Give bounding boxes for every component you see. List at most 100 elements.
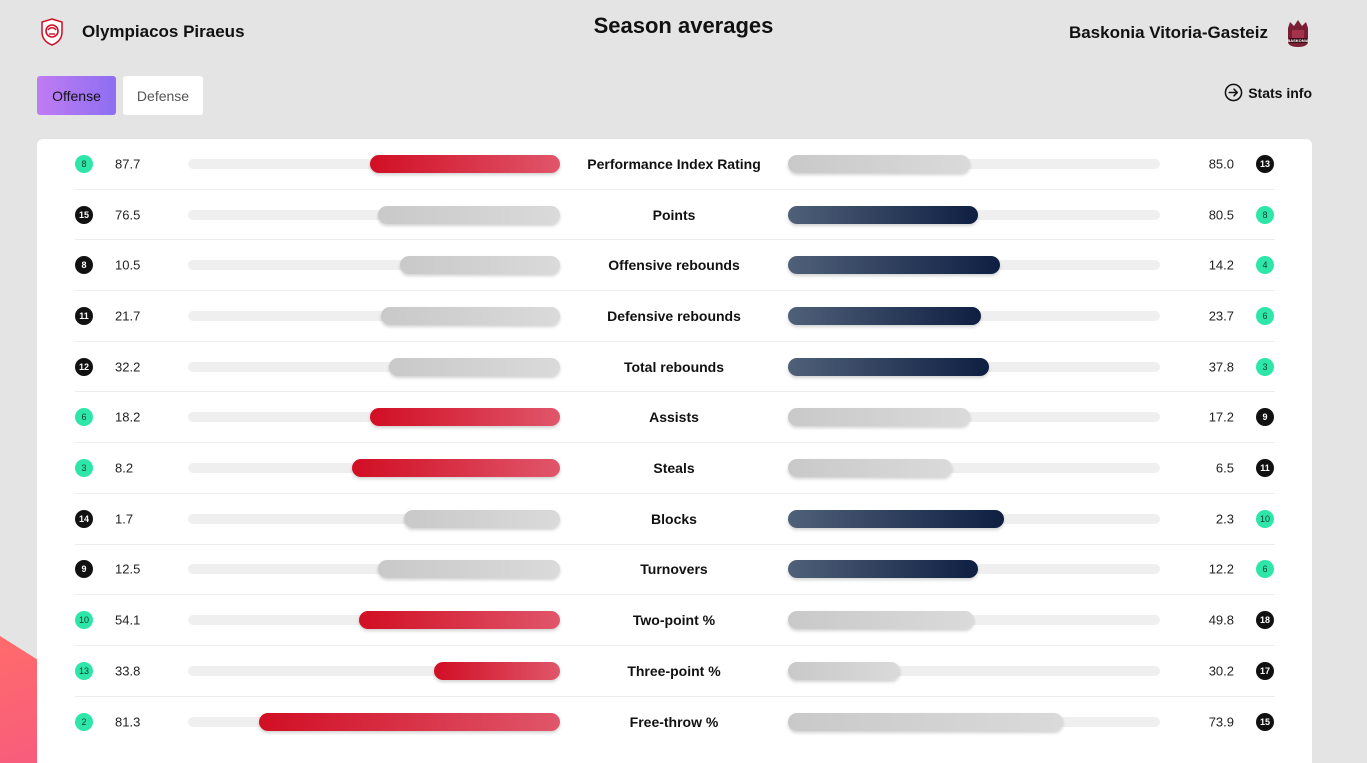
home-bar-fill: [377, 205, 560, 224]
away-rank-badge: 13: [1256, 154, 1274, 173]
stat-row: 6 18.2 Assists 17.2 9: [75, 393, 1275, 444]
away-rank-badge: 9: [1256, 408, 1274, 427]
away-rank-badge: 8: [1256, 205, 1274, 224]
away-stat-value: 17.2: [1208, 409, 1234, 425]
header: Olympiacos Piraeus Season averages Basko…: [0, 0, 1367, 70]
home-rank-badge: 14: [75, 509, 93, 528]
stat-label: Three-point %: [627, 662, 721, 679]
stat-label: Offensive rebounds: [608, 257, 740, 274]
home-rank-badge: 3: [75, 459, 93, 478]
home-rank-badge: 12: [75, 357, 93, 376]
arrow-circle-right-icon: [1224, 83, 1243, 102]
away-bar-fill: [788, 459, 952, 478]
olympiacos-logo-icon: [40, 18, 64, 46]
home-bar-track: [188, 256, 560, 275]
home-bar-track: [188, 713, 560, 732]
home-rank-badge: 11: [75, 306, 93, 325]
away-stat-value: 30.2: [1208, 663, 1234, 679]
home-rank-badge: 15: [75, 205, 93, 224]
home-rank-badge: 2: [75, 713, 93, 732]
away-bar-fill: [788, 408, 971, 427]
away-stat-value: 37.8: [1208, 359, 1234, 375]
home-bar-track: [188, 408, 560, 427]
stat-row: 2 81.3 Free-throw % 73.9 15: [75, 697, 1275, 748]
home-rank-badge: 9: [75, 560, 93, 579]
baskonia-logo-icon: BASKONIA: [1284, 18, 1312, 48]
home-bar-fill: [359, 611, 560, 630]
stat-row: 10 54.1 Two-point % 49.8 18: [75, 595, 1275, 646]
home-bar-track: [188, 205, 560, 224]
stat-label: Steals: [653, 460, 695, 477]
home-stat-value: 32.2: [115, 359, 141, 375]
home-stat-value: 10.5: [115, 257, 141, 273]
away-bar-fill: [788, 306, 982, 325]
away-stat-value: 49.8: [1208, 612, 1234, 628]
home-stat-value: 12.5: [115, 561, 141, 577]
away-stat-value: 85.0: [1208, 156, 1234, 172]
stat-label: Free-throw %: [629, 714, 719, 731]
home-stat-value: 76.5: [115, 207, 141, 223]
home-bar-track: [188, 154, 560, 173]
away-stat-value: 12.2: [1208, 561, 1234, 577]
away-bar-track: [788, 357, 1160, 376]
home-stat-value: 21.7: [115, 308, 141, 324]
home-rank-badge: 6: [75, 408, 93, 427]
away-rank-badge: 10: [1256, 509, 1274, 528]
away-rank-badge: 6: [1256, 306, 1274, 325]
stat-row: 14 1.7 Blocks 2.3 10: [75, 494, 1275, 545]
stat-label: Points: [652, 206, 696, 223]
home-bar-track: [188, 611, 560, 630]
away-stat-value: 23.7: [1208, 308, 1234, 324]
baskonia-logo-text: BASKONIA: [1287, 38, 1308, 43]
stat-row: 11 21.7 Defensive rebounds 23.7 6: [75, 291, 1275, 342]
away-bar-fill: [788, 713, 1064, 732]
home-team[interactable]: Olympiacos Piraeus: [40, 18, 245, 46]
home-stat-value: 87.7: [115, 156, 141, 172]
stat-row: 8 10.5 Offensive rebounds 14.2 4: [75, 240, 1275, 292]
home-stat-value: 81.3: [115, 714, 141, 730]
away-rank-badge: 11: [1256, 459, 1274, 478]
away-team[interactable]: Baskonia Vitoria-Gasteiz BASKONIA: [1069, 18, 1312, 48]
stat-row: 13 33.8 Three-point % 30.2 17: [75, 646, 1275, 697]
away-bar-fill: [788, 509, 1004, 528]
away-bar-track: [788, 205, 1160, 224]
away-bar-fill: [788, 256, 1001, 275]
away-bar-fill: [788, 560, 978, 579]
away-bar-track: [788, 661, 1160, 680]
home-bar-fill: [400, 256, 560, 275]
home-team-name: Olympiacos Piraeus: [82, 22, 245, 41]
away-stat-value: 2.3: [1215, 511, 1234, 527]
away-bar-fill: [788, 154, 971, 173]
away-rank-badge: 18: [1256, 611, 1274, 630]
stat-row: 9 12.5 Turnovers 12.2 6: [75, 545, 1275, 596]
stat-label: Assists: [649, 409, 699, 426]
away-rank-badge: 6: [1256, 560, 1274, 579]
away-bar-track: [788, 611, 1160, 630]
home-stat-value: 54.1: [115, 612, 141, 628]
away-bar-track: [788, 154, 1160, 173]
stat-label: Total rebounds: [623, 358, 725, 375]
home-bar-fill: [433, 661, 560, 680]
stats-info-link[interactable]: Stats info: [1224, 83, 1312, 102]
tab-offense[interactable]: Offense: [37, 76, 116, 115]
stat-row: 12 32.2 Total rebounds 37.8 3: [75, 342, 1275, 393]
away-bar-track: [788, 459, 1160, 478]
home-bar-fill: [351, 459, 560, 478]
home-bar-track: [188, 306, 560, 325]
stat-label: Defensive rebounds: [607, 307, 741, 324]
away-rank-badge: 3: [1256, 357, 1274, 376]
away-bar-fill: [788, 611, 974, 630]
home-bar-fill: [258, 713, 560, 732]
away-rank-badge: 15: [1256, 713, 1274, 732]
away-bar-track: [788, 509, 1160, 528]
tab-defense[interactable]: Defense: [123, 76, 203, 115]
away-rank-badge: 4: [1256, 256, 1274, 275]
page-title: Season averages: [593, 13, 774, 38]
stat-label: Blocks: [651, 510, 697, 527]
home-bar-track: [188, 459, 560, 478]
home-stat-value: 18.2: [115, 409, 141, 425]
home-stat-value: 8.2: [115, 460, 134, 476]
away-stat-value: 73.9: [1208, 714, 1234, 730]
away-bar-fill: [788, 205, 978, 224]
stat-row: 3 8.2 Steals 6.5 11: [75, 443, 1275, 494]
